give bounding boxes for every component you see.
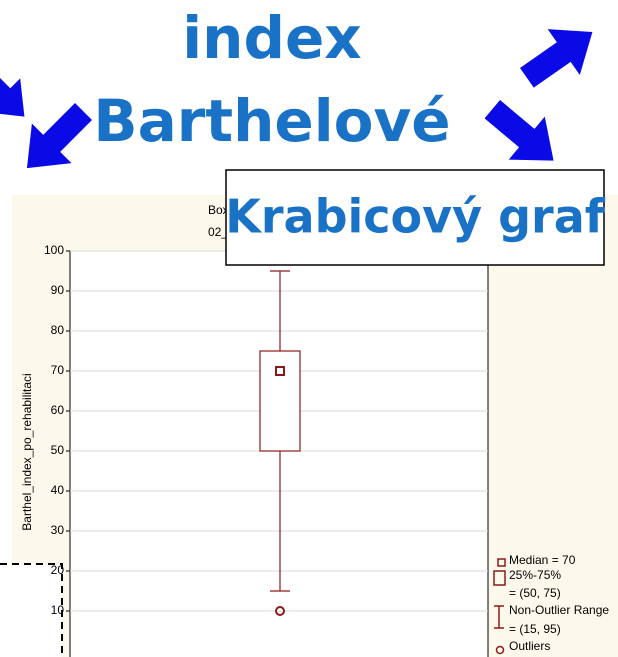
legend-range-symbol [494,605,504,629]
dashed-box-fill [0,564,62,657]
outlier [275,606,285,616]
callout-text: Krabicový graf [225,190,606,244]
y-tick-label: 70 [51,363,65,377]
y-tick-label: 90 [51,283,65,297]
legend-label: Outliers [509,639,550,653]
legend-outlier-symbol [495,645,505,655]
arrow [0,60,25,117]
overlay-title: Barthelové [93,87,450,155]
callout-box [225,169,605,266]
y-tick-label: 60 [51,403,65,417]
median-marker [275,366,285,376]
y-tick-label: 20 [51,563,65,577]
legend-box-symbol [493,570,506,586]
arrows [0,29,593,169]
y-tick-label: 30 [51,523,65,537]
y-tick-label: 50 [51,443,65,457]
legend-symbols [493,558,506,655]
y-tick-label: 100 [44,243,64,257]
arrow [26,103,92,169]
y-tick-label: 80 [51,323,65,337]
legend-label: 25%-75% [509,568,561,582]
y-tick-label: 10 [51,603,65,617]
y-tick-label: 40 [51,483,65,497]
legend-median-symbol [497,558,506,567]
plot-frame [69,250,489,657]
legend-label: = (15, 95) [509,622,561,636]
chart-title-line: 02_ [208,225,228,239]
y-axis-label: Barthel_index_po_rehabilitaci [20,373,34,530]
legend-label: Non-Outlier Range [509,603,609,617]
dashed-box [0,563,63,657]
arrow [520,29,593,88]
chart-title-line: Box [208,203,229,217]
arrow [484,100,554,161]
legend-label: Median = 70 [509,553,576,567]
legend-label: = (50, 75) [509,586,561,600]
overlay-title: index [182,4,361,72]
box-plot [259,270,301,616]
